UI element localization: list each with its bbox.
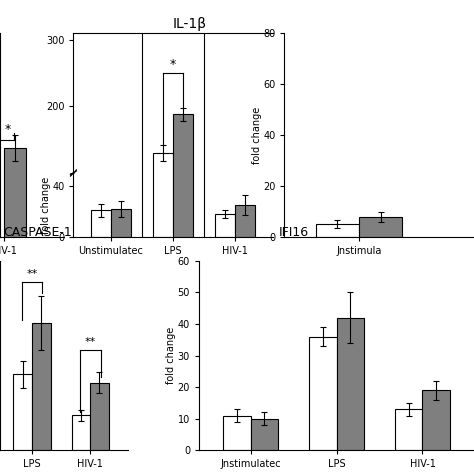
Bar bbox=[173, 0, 193, 237]
Bar bbox=[111, 225, 131, 239]
Bar bbox=[235, 205, 255, 237]
Text: CASPASE-1: CASPASE-1 bbox=[3, 227, 73, 239]
Bar bbox=[72, 415, 90, 450]
Bar bbox=[90, 383, 109, 450]
Text: IL-1β: IL-1β bbox=[173, 17, 207, 31]
Bar bbox=[91, 226, 111, 239]
Text: **: ** bbox=[84, 337, 96, 346]
Text: IFI16: IFI16 bbox=[279, 227, 309, 239]
Bar bbox=[223, 416, 251, 450]
Bar bbox=[173, 114, 193, 239]
Y-axis label: fold change: fold change bbox=[166, 327, 176, 384]
Bar bbox=[111, 209, 131, 237]
Bar bbox=[309, 337, 337, 450]
Bar bbox=[337, 318, 364, 450]
Text: *: * bbox=[170, 58, 176, 71]
Bar bbox=[359, 217, 402, 237]
Bar bbox=[153, 71, 173, 237]
Y-axis label: fold change: fold change bbox=[41, 176, 51, 234]
Bar bbox=[251, 419, 278, 450]
Bar bbox=[422, 390, 450, 450]
Bar bbox=[4, 148, 27, 237]
Bar bbox=[13, 374, 32, 450]
Bar bbox=[215, 228, 235, 239]
Bar bbox=[91, 210, 111, 237]
Y-axis label: fold change: fold change bbox=[252, 107, 262, 164]
Bar bbox=[153, 153, 173, 239]
Bar bbox=[395, 409, 422, 450]
Text: *: * bbox=[4, 123, 10, 136]
Text: **: ** bbox=[27, 269, 37, 279]
Bar bbox=[32, 323, 51, 450]
Bar bbox=[235, 223, 255, 239]
Bar bbox=[316, 224, 359, 237]
Bar bbox=[215, 214, 235, 237]
